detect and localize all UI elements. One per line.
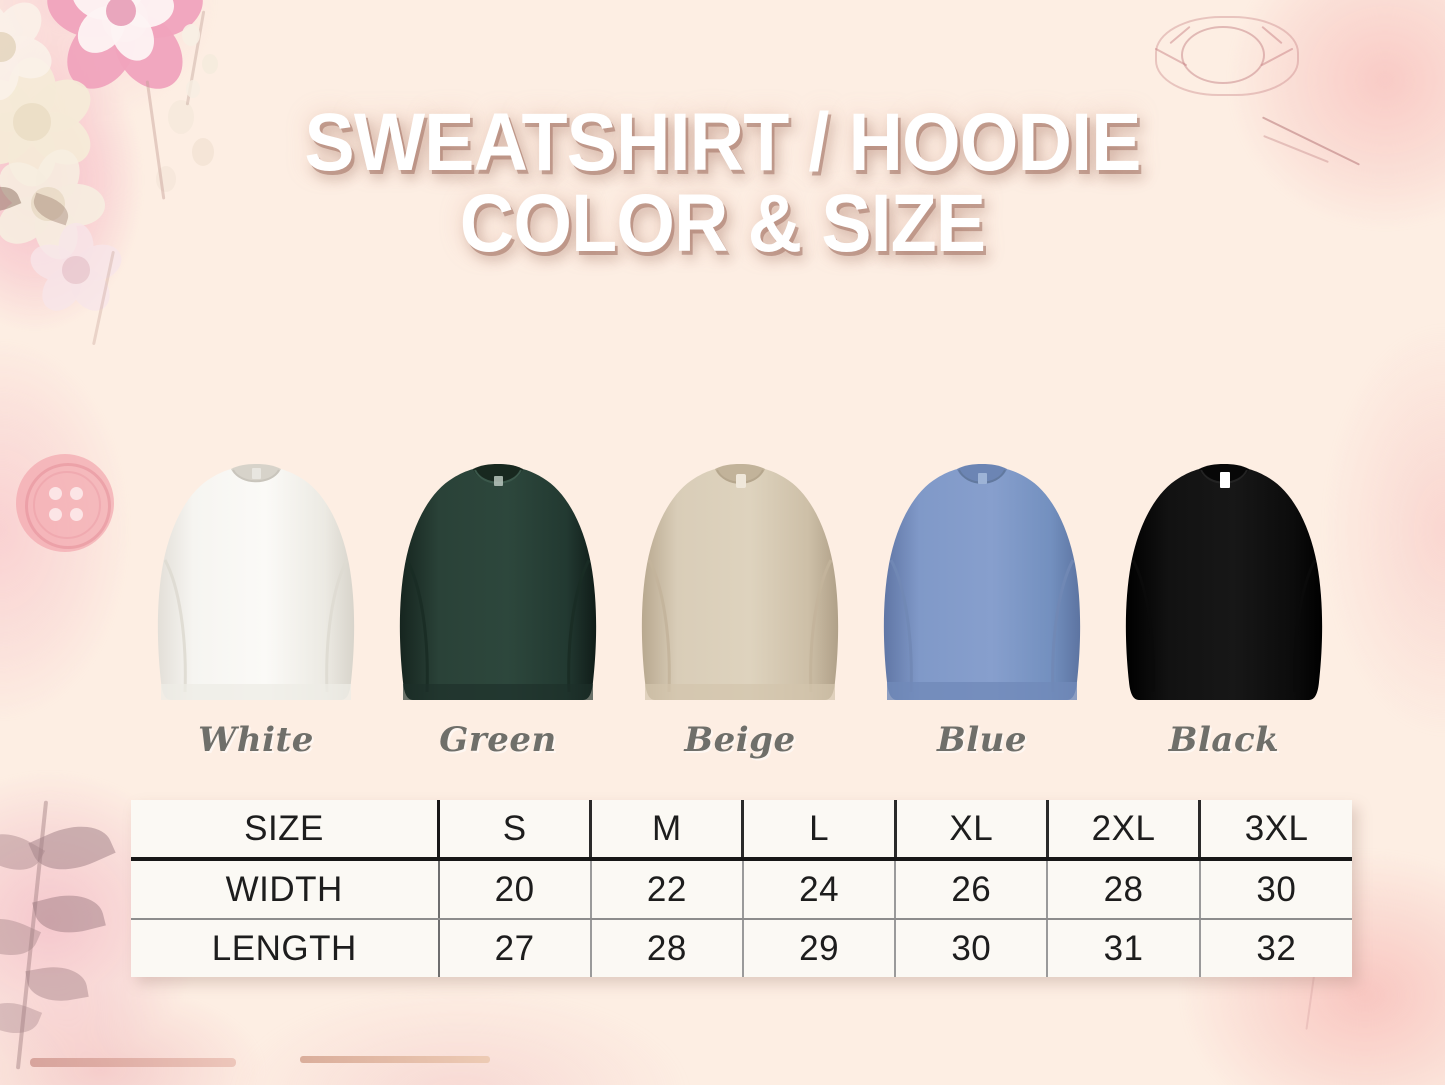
color-label-blue: Blue (936, 720, 1027, 760)
product-beige: Beige (624, 460, 856, 760)
color-label-black: Black (1168, 720, 1280, 760)
table-row-length: LENGTH 27 28 29 30 31 32 (131, 919, 1352, 977)
white-blossom-icon (64, 0, 177, 68)
row-header-size: SIZE (131, 800, 439, 861)
bud-icon (202, 54, 218, 74)
measurements-table: SIZE S M L XL 2XL 3XL WIDTH 20 22 24 26 … (131, 800, 1352, 977)
size-l: L (741, 800, 896, 861)
stem-line (92, 250, 115, 346)
size-chart-table: SIZE S M L XL 2XL 3XL WIDTH 20 22 24 26 … (131, 800, 1352, 977)
title-line-2: COLOR & SIZE (459, 178, 986, 270)
width-m: 22 (589, 859, 743, 920)
leaf-icon (0, 907, 42, 967)
pencil-sketch-bottom-center (300, 1040, 510, 1085)
color-label-green: Green (439, 720, 557, 760)
length-xl: 30 (894, 919, 1048, 977)
branch-stem (15, 800, 49, 1070)
length-s: 27 (437, 919, 591, 977)
row-header-length: LENGTH (131, 919, 439, 977)
leaf-icon (28, 812, 116, 884)
title-line-1: SWEATSHIRT / HOODIE (304, 97, 1141, 188)
sweatshirt-beige (624, 460, 856, 710)
bud-icon (182, 24, 200, 46)
leaf-icon (25, 961, 89, 1007)
sweatshirt-white (140, 460, 372, 710)
bud-icon (186, 80, 200, 98)
shelf-line (30, 1058, 236, 1067)
length-l: 29 (741, 919, 896, 977)
blush-blossom-icon (0, 0, 58, 102)
color-label-beige: Beige (684, 720, 796, 760)
pink-blossom-icon (39, 0, 211, 102)
leaf-icon (32, 886, 106, 942)
pink-button-icon (16, 454, 114, 552)
product-green: Green (382, 460, 614, 760)
width-3xl: 30 (1198, 859, 1352, 920)
table-row-size: SIZE S M L XL 2XL 3XL (131, 800, 1352, 861)
length-2xl: 31 (1046, 919, 1200, 977)
width-xl: 26 (894, 859, 1048, 920)
table-row-width: WIDTH 20 22 24 26 28 30 (131, 859, 1352, 920)
row-header-width: WIDTH (131, 859, 439, 920)
sweatshirt-black (1108, 460, 1340, 710)
sweatshirt-illustration (399, 464, 597, 700)
size-s: S (436, 800, 591, 861)
width-l: 24 (741, 859, 896, 920)
sweatshirt-illustration (883, 464, 1081, 700)
sweatshirt-illustration (157, 464, 355, 700)
leaf-icon (0, 993, 43, 1043)
width-2xl: 28 (1046, 859, 1200, 920)
sweatshirt-illustration (641, 464, 839, 700)
stem-line (185, 10, 206, 106)
sweatshirt-green (382, 460, 614, 710)
sweatshirt-blue (866, 460, 1098, 710)
size-xl: XL (893, 800, 1048, 861)
length-m: 28 (589, 919, 743, 977)
color-label-white: White (198, 720, 314, 760)
page-title: SWEATSHIRT / HOODIE COLOR & SIZE (0, 97, 1445, 270)
size-m: M (589, 800, 743, 861)
product-color-row: White (140, 415, 1340, 760)
product-white: White (140, 460, 372, 760)
size-3xl: 3XL (1198, 800, 1352, 861)
leaf-icon (0, 821, 46, 883)
size-2xl: 2XL (1045, 800, 1200, 861)
product-blue: Blue (866, 460, 1098, 760)
product-black: Black (1108, 460, 1340, 760)
sweatshirt-illustration (1125, 464, 1323, 700)
width-s: 20 (437, 859, 591, 920)
length-3xl: 32 (1198, 919, 1352, 977)
